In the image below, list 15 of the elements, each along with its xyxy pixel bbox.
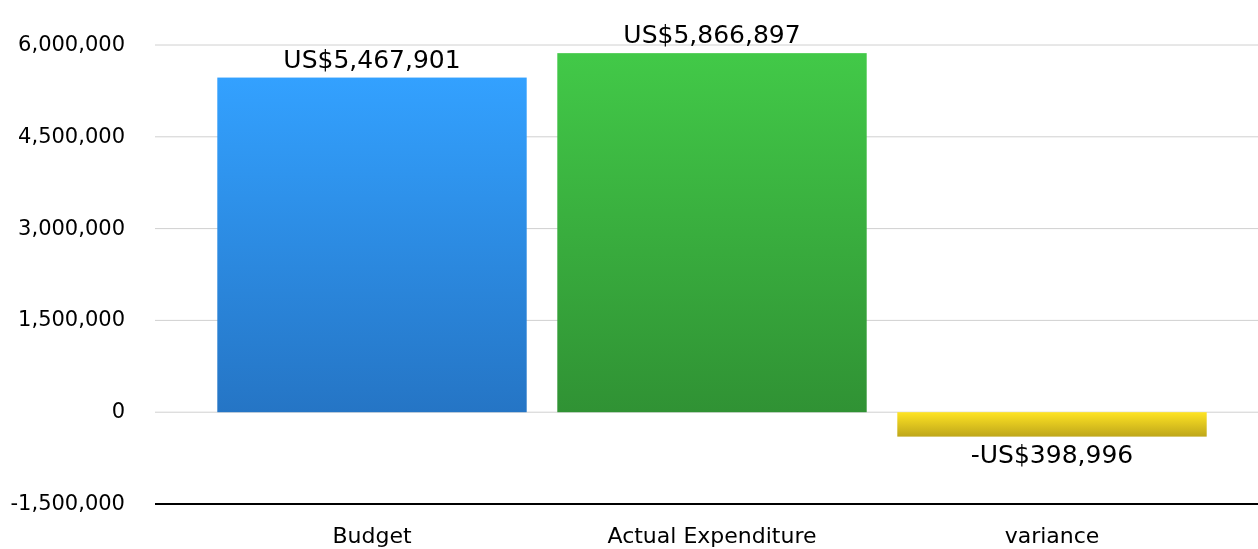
data-label: -US$398,996 <box>970 440 1134 470</box>
x-tick-label: Budget <box>332 523 412 548</box>
x-tick-label: Actual Expenditure <box>607 523 817 548</box>
y-tick-label: 0 <box>111 399 125 424</box>
x-tick-label: variance <box>1004 523 1100 548</box>
bar <box>557 53 867 413</box>
bar <box>897 412 1207 437</box>
y-tick-label: 4,500,000 <box>18 123 125 148</box>
y-tick-label: -1,500,000 <box>10 491 125 515</box>
y-tick-label: 3,000,000 <box>18 215 125 240</box>
bar <box>217 77 527 413</box>
data-label: US$5,467,901 <box>283 44 461 74</box>
y-tick-label: 6,000,000 <box>18 32 125 56</box>
y-tick-label: 1,500,000 <box>18 307 125 332</box>
data-label: US$5,866,897 <box>623 20 801 50</box>
